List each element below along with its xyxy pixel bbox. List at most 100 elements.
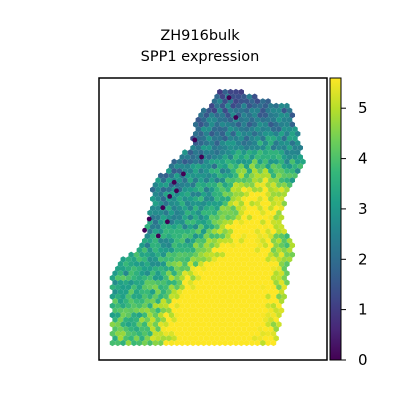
expression-spot (176, 316, 183, 323)
chart-title: ZH916bulk (160, 28, 240, 44)
expression-spot (281, 107, 287, 114)
expression-spot (139, 326, 145, 333)
expression-spot (289, 130, 295, 137)
expression-spot (265, 321, 271, 328)
expression-spot (217, 219, 223, 226)
expression-spot (246, 279, 252, 286)
expression-spot (109, 302, 116, 309)
expression-spot (201, 107, 207, 114)
expression-spot (211, 274, 218, 282)
expression-spot (214, 205, 220, 212)
expression-spot (182, 177, 188, 184)
expression-spot (123, 326, 129, 333)
expression-spot (160, 270, 167, 277)
expression-spot (265, 219, 271, 226)
expression-spot (198, 270, 204, 277)
expression-spot (268, 214, 274, 221)
expression-spot (195, 274, 201, 282)
expression-spot (168, 339, 175, 347)
expression-spot (244, 219, 250, 226)
expression-spot (227, 321, 234, 328)
expression-spot (222, 228, 228, 235)
expression-spot (252, 102, 258, 109)
expression-spot (254, 191, 261, 198)
expression-spot (203, 130, 210, 137)
expression-spot (203, 242, 210, 249)
expression-spot (286, 107, 293, 114)
expression-spot (147, 274, 153, 282)
expression-spot (193, 195, 199, 202)
colorbar-tick-label: 1 (358, 301, 368, 319)
expression-spot (252, 195, 258, 202)
expression-spot (112, 279, 118, 286)
expression-spot (230, 279, 236, 286)
expression-spot (187, 233, 193, 240)
colorbar-tick-label: 3 (358, 200, 368, 218)
expression-spot (276, 265, 282, 272)
expression-spot (219, 186, 226, 193)
expression-spot (273, 326, 279, 333)
expression-spot (225, 242, 231, 249)
expression-spot (174, 163, 180, 170)
expression-spot (289, 177, 295, 184)
expression-spot (249, 181, 255, 189)
expression-spot (235, 177, 242, 184)
expression-spot (109, 274, 116, 282)
expression-spot (241, 223, 247, 230)
expression-spot (244, 209, 250, 216)
expression-spot (241, 270, 247, 277)
expression-spot (286, 154, 293, 161)
expression-spot (252, 298, 258, 305)
expression-spot (265, 116, 271, 123)
expression-spot (136, 274, 142, 282)
expression-spot (278, 298, 285, 305)
expression-spot (268, 242, 274, 249)
expression-spot (184, 163, 191, 170)
expression-spot (222, 181, 228, 189)
expression-spot (265, 181, 271, 189)
expression-spot (150, 326, 156, 333)
expression-spot (219, 102, 226, 109)
expression-spot (112, 307, 118, 314)
expression-spot (273, 242, 279, 249)
expression-spot (206, 339, 212, 347)
expression-spot (235, 158, 242, 165)
expression-spot (179, 237, 185, 244)
expression-spot (184, 200, 191, 207)
expression-spot (190, 219, 196, 226)
expression-spot (182, 270, 188, 277)
expression-spot (184, 302, 191, 309)
expression-spot (254, 228, 261, 235)
expression-spot (131, 330, 137, 337)
expression-spot (147, 228, 153, 235)
expression-spot (209, 112, 215, 119)
expression-spot (249, 219, 255, 226)
expression-spot (168, 200, 175, 207)
expression-spot (257, 288, 263, 295)
expression-spot (193, 326, 199, 333)
expression-spot (233, 274, 239, 282)
expression-spot (201, 144, 207, 151)
expression-spot (227, 247, 234, 254)
expression-spot (273, 279, 279, 286)
expression-spot (238, 154, 244, 161)
expression-spot (233, 265, 239, 272)
expression-spot (201, 302, 207, 309)
expression-spot (187, 298, 193, 305)
expression-spot (281, 256, 287, 263)
expression-spot (262, 121, 269, 128)
expression-spot (115, 312, 121, 319)
expression-spot (273, 177, 279, 184)
expression-spot (176, 158, 183, 165)
expression-spot (244, 126, 250, 133)
expression-spot (217, 181, 223, 189)
expression-spot (286, 144, 293, 151)
expression-spot (193, 316, 199, 323)
expression-spot (109, 321, 116, 328)
expression-spot (139, 270, 145, 277)
expression-spot (163, 339, 169, 347)
expression-spot (147, 339, 153, 347)
expression-spot (233, 219, 239, 226)
expression-spot (184, 265, 191, 272)
expression-spot (171, 326, 177, 333)
